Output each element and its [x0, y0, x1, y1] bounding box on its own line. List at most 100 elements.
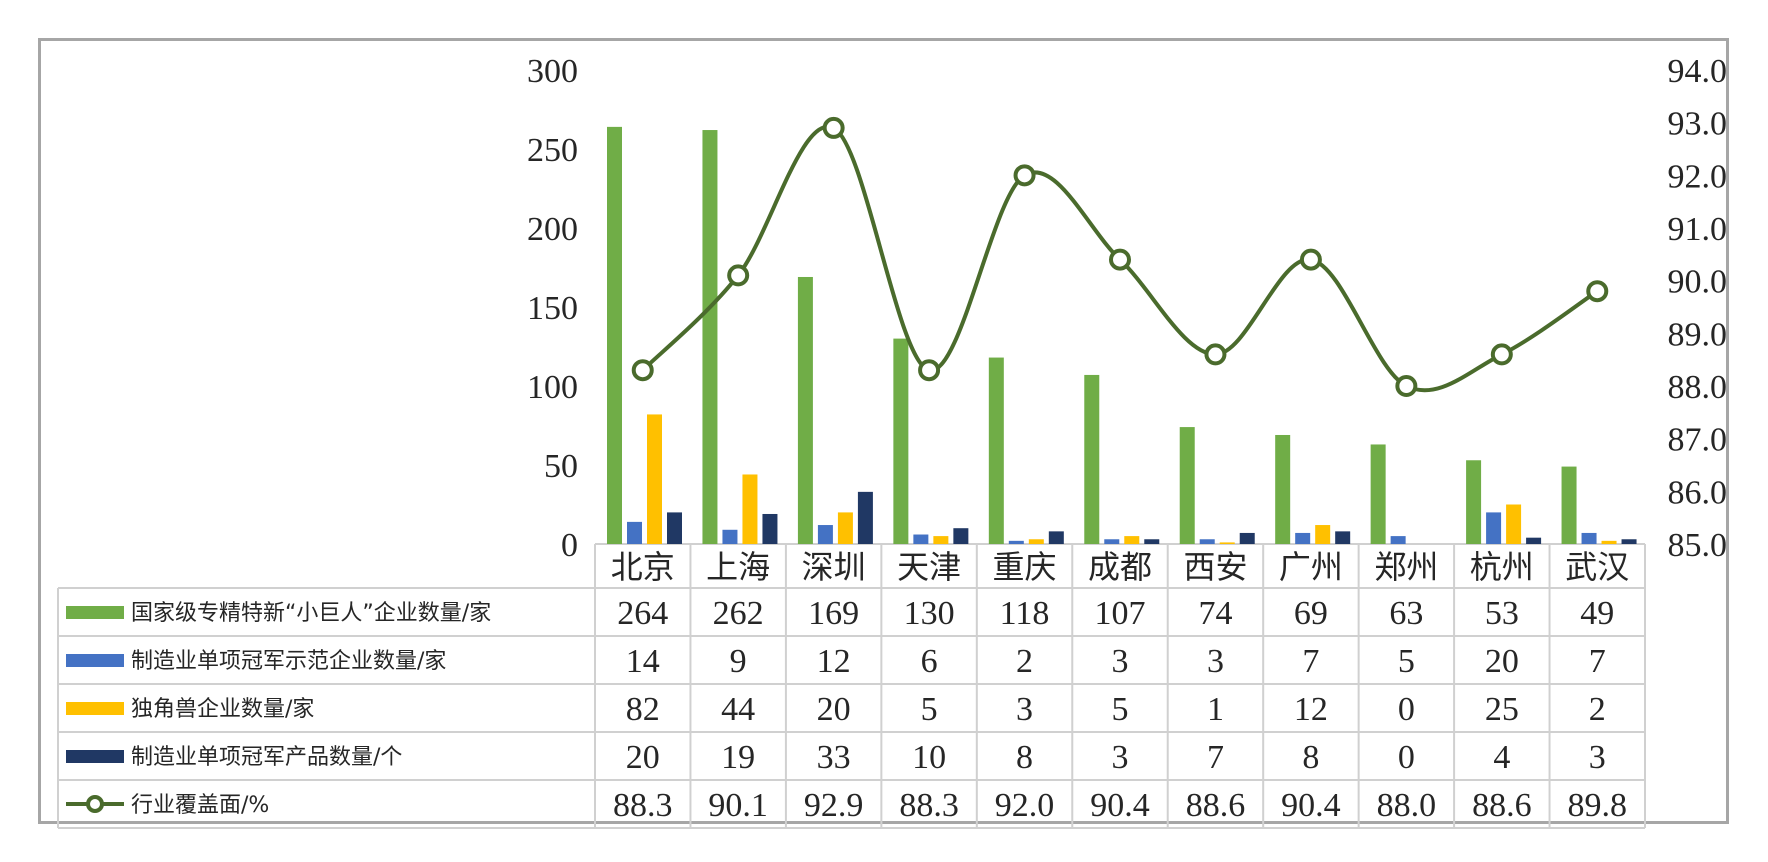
bar-series: [607, 126, 1637, 545]
left-tick-label: 0: [561, 527, 578, 564]
legend-swatch: [66, 654, 124, 667]
legend-label: 制造业单项冠军示范企业数量/家: [131, 649, 446, 674]
table-cell: 8: [1302, 739, 1319, 776]
table-cell: 3: [1112, 739, 1129, 776]
table-cell: 74: [1198, 595, 1232, 632]
table-cell: 88.0: [1377, 787, 1437, 824]
bar-2-广州: [1295, 532, 1311, 544]
bar-3-北京: [647, 414, 662, 544]
table-cell: 90.1: [708, 787, 768, 824]
bar-2-上海: [722, 529, 738, 544]
category-label: 西安: [1183, 548, 1247, 586]
category-label: 郑州: [1374, 548, 1438, 586]
bar-1-武汉: [1561, 466, 1577, 544]
bar-4-成都: [1144, 539, 1160, 544]
table-cell: 8: [1016, 739, 1033, 776]
bar-3-上海: [742, 474, 758, 544]
legend-swatch: [66, 702, 124, 715]
table-cell: 88.6: [1186, 787, 1246, 824]
table-cell: 49: [1580, 595, 1614, 632]
table-cell: 264: [617, 595, 668, 632]
bar-4-重庆: [1048, 531, 1064, 544]
table-cell: 20: [817, 691, 851, 728]
left-tick-label: 50: [544, 448, 578, 485]
table-cell: 44: [721, 691, 755, 728]
bar-3-重庆: [1028, 539, 1044, 544]
left-tick-label: 250: [527, 132, 578, 169]
left-tick-label: 150: [527, 290, 578, 327]
category-label: 北京: [611, 548, 675, 586]
right-tick-label: 89.0: [1668, 316, 1728, 353]
table-cell: 90.4: [1090, 787, 1150, 824]
table-cell: 20: [1485, 643, 1519, 680]
table-cell: 63: [1389, 595, 1423, 632]
bar-1-郑州: [1370, 444, 1386, 544]
table-cell: 92.0: [995, 787, 1055, 824]
table-cell: 0: [1398, 739, 1415, 776]
legend-label: 行业覆盖面/%: [131, 793, 269, 818]
bar-1-上海: [702, 130, 718, 545]
left-tick-label: 100: [527, 369, 578, 406]
table-cell: 88.3: [899, 787, 959, 824]
bar-1-成都: [1084, 374, 1100, 544]
bar-3-武汉: [1601, 540, 1617, 544]
category-label: 上海: [706, 548, 770, 586]
bar-3-成都: [1124, 536, 1140, 544]
table-cell: 12: [817, 643, 851, 680]
bar-2-深圳: [817, 525, 833, 544]
table-cell: 19: [721, 739, 755, 776]
table-cell: 5: [921, 691, 938, 728]
right-tick-label: 91.0: [1668, 211, 1728, 248]
right-tick-label: 86.0: [1668, 474, 1728, 511]
legend-label: 独角兽企业数量/家: [131, 697, 314, 722]
coverage-point-重庆: [1013, 164, 1036, 187]
bar-4-武汉: [1621, 539, 1637, 544]
category-label: 重庆: [993, 548, 1057, 586]
coverage-point-深圳: [822, 116, 845, 139]
coverage-point-上海: [727, 264, 750, 287]
table-cell: 53: [1485, 595, 1519, 632]
bar-1-杭州: [1466, 460, 1482, 544]
table-cell: 262: [713, 595, 764, 632]
table-cell: 9: [730, 643, 747, 680]
category-label: 成都: [1088, 548, 1152, 586]
bar-2-北京: [627, 521, 642, 544]
table-cell: 4: [1493, 739, 1510, 776]
bar-2-武汉: [1581, 532, 1597, 544]
table-cell: 12: [1294, 691, 1328, 728]
table-cell: 89.8: [1568, 787, 1628, 824]
table-cell: 25: [1485, 691, 1519, 728]
bar-1-天津: [893, 338, 909, 544]
table-cell: 7: [1302, 643, 1319, 680]
bar-2-重庆: [1008, 540, 1024, 544]
bar-1-北京: [607, 126, 622, 544]
bar-2-郑州: [1390, 536, 1406, 544]
legend-label: 国家级专精特新“小巨人”企业数量/家: [131, 601, 491, 626]
table-cell: 0: [1398, 691, 1415, 728]
table-cell: 1: [1207, 691, 1224, 728]
bar-2-杭州: [1486, 512, 1502, 544]
left-axis: 0 50 100 150 200 250 300: [527, 53, 578, 564]
table-cell: 14: [626, 643, 660, 680]
table-cell: 33: [817, 739, 851, 776]
bar-2-西安: [1199, 539, 1215, 544]
bar-4-西安: [1239, 532, 1255, 544]
legend-marker: [86, 795, 104, 813]
table-cell: 107: [1095, 595, 1146, 632]
table-cell: 20: [626, 739, 660, 776]
table-cell: 3: [1112, 643, 1129, 680]
coverage-point-郑州: [1395, 375, 1418, 397]
table-cell: 88.6: [1472, 787, 1532, 824]
table-cell: 10: [912, 739, 946, 776]
right-tick-label: 92.0: [1668, 158, 1728, 195]
bar-3-深圳: [837, 512, 853, 544]
table-cell: 130: [904, 595, 955, 632]
table-cell: 6: [921, 643, 938, 680]
table-cell: 69: [1294, 595, 1328, 632]
category-label: 广州: [1279, 548, 1343, 586]
bar-4-天津: [953, 528, 969, 544]
bar-1-深圳: [797, 276, 813, 544]
coverage-point-天津: [918, 359, 941, 382]
bar-3-杭州: [1506, 504, 1522, 544]
